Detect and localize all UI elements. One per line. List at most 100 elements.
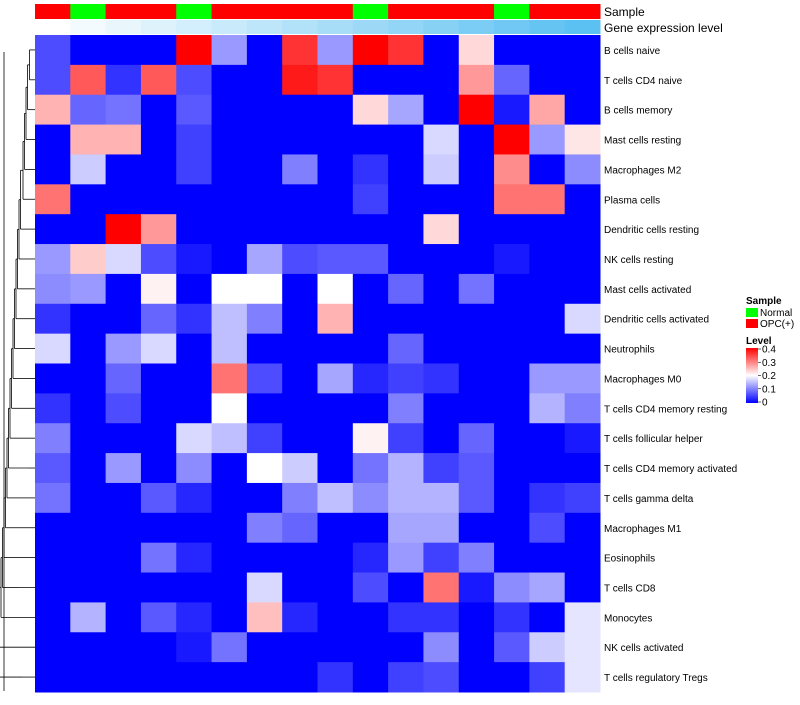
heatmap-cell bbox=[35, 333, 71, 364]
heatmap-cell bbox=[494, 662, 530, 693]
heatmap-cell bbox=[70, 632, 107, 663]
heatmap-cell bbox=[317, 393, 354, 424]
heatmap-cell bbox=[317, 154, 354, 185]
heatmap-cell bbox=[529, 154, 566, 185]
sample-track-cell bbox=[529, 4, 566, 19]
legend-level-tick-label: 0 bbox=[762, 398, 768, 409]
heatmap-cell bbox=[70, 363, 107, 394]
heatmap-cell bbox=[282, 94, 318, 126]
heatmap-cell bbox=[352, 512, 389, 544]
heatmap-cell bbox=[317, 602, 354, 633]
row-label: Dendritic cells resting bbox=[604, 225, 699, 236]
heatmap-cell bbox=[458, 662, 495, 693]
heatmap-cell bbox=[105, 363, 142, 394]
heatmap-cell bbox=[105, 94, 142, 126]
heatmap-cell bbox=[317, 94, 354, 126]
heatmap-cell bbox=[105, 154, 142, 185]
heatmap-cell bbox=[282, 542, 318, 574]
expression-track-cell bbox=[317, 20, 354, 34]
heatmap-cell bbox=[246, 35, 283, 66]
expression-track-cell bbox=[564, 20, 601, 34]
heatmap-cell bbox=[282, 393, 318, 424]
row-label: Dendritic cells activated bbox=[604, 315, 709, 326]
heatmap-cell bbox=[388, 453, 424, 484]
heatmap-cell bbox=[352, 572, 389, 603]
heatmap-cell bbox=[70, 303, 107, 335]
heatmap-cell bbox=[388, 273, 424, 305]
heatmap-cell bbox=[246, 64, 283, 96]
heatmap-cell bbox=[211, 303, 248, 335]
heatmap-cell bbox=[423, 35, 460, 66]
heatmap-cell bbox=[564, 35, 601, 66]
heatmap-cell bbox=[211, 333, 248, 364]
heatmap-cell bbox=[352, 184, 389, 215]
heatmap-cell bbox=[70, 35, 107, 66]
heatmap-cell bbox=[317, 303, 354, 335]
heatmap-cell bbox=[494, 273, 530, 305]
row-label: Mast cells activated bbox=[604, 285, 691, 296]
heatmap-cell bbox=[529, 35, 566, 66]
heatmap-cell bbox=[211, 154, 248, 185]
heatmap-cell bbox=[423, 482, 460, 514]
heatmap-cell bbox=[388, 393, 424, 424]
heatmap-cell bbox=[529, 303, 566, 335]
heatmap-cell bbox=[35, 512, 71, 544]
legend-level-tick-label: 0.1 bbox=[762, 384, 776, 395]
heatmap-cell bbox=[388, 512, 424, 544]
heatmap-cell bbox=[388, 244, 424, 275]
legend-sample-title: Sample bbox=[746, 296, 782, 307]
heatmap-cell bbox=[140, 423, 177, 454]
heatmap-cell bbox=[35, 303, 71, 335]
heatmap-cell bbox=[140, 453, 177, 484]
expression-track-cell bbox=[352, 20, 389, 34]
heatmap-cell bbox=[70, 512, 107, 544]
legend-normal-swatch bbox=[746, 308, 758, 317]
heatmap-cell bbox=[282, 602, 318, 633]
heatmap-cell bbox=[176, 393, 213, 424]
heatmap-cell bbox=[140, 273, 177, 305]
heatmap-cell bbox=[35, 453, 71, 484]
heatmap-cell bbox=[458, 363, 495, 394]
sample-track-cell bbox=[246, 4, 283, 19]
heatmap-cell bbox=[35, 602, 71, 633]
heatmap-cell bbox=[176, 184, 213, 215]
heatmap-cell bbox=[35, 363, 71, 394]
heatmap-cell bbox=[352, 124, 389, 155]
heatmap-cell bbox=[140, 64, 177, 96]
heatmap-cell bbox=[388, 333, 424, 364]
sample-track-cell bbox=[423, 4, 460, 19]
heatmap-cell bbox=[564, 482, 601, 514]
heatmap-cell bbox=[176, 244, 213, 275]
row-label: T cells CD4 memory activated bbox=[604, 464, 737, 475]
heatmap-cell bbox=[494, 542, 530, 574]
heatmap-cell bbox=[529, 482, 566, 514]
heatmap-cell bbox=[246, 602, 283, 633]
heatmap-cell bbox=[564, 363, 601, 394]
heatmap-cell bbox=[282, 244, 318, 275]
row-label: Mast cells resting bbox=[604, 136, 681, 147]
heatmap-cell bbox=[564, 64, 601, 96]
heatmap-cell bbox=[529, 512, 566, 544]
legend-opc-label: OPC(+) bbox=[760, 319, 794, 330]
heatmap-cell bbox=[388, 632, 424, 663]
heatmap-cell bbox=[140, 393, 177, 424]
heatmap-cell bbox=[317, 273, 354, 305]
heatmap-cell bbox=[211, 662, 248, 693]
heatmap-cell bbox=[388, 542, 424, 574]
heatmap-cell bbox=[105, 244, 142, 275]
heatmap-cell bbox=[246, 94, 283, 126]
heatmap-cell bbox=[282, 632, 318, 663]
heatmap-cell bbox=[317, 482, 354, 514]
heatmap-cell bbox=[494, 632, 530, 663]
heatmap-cell bbox=[35, 393, 71, 424]
heatmap-cell bbox=[317, 64, 354, 96]
heatmap-cell bbox=[564, 94, 601, 126]
heatmap-cell bbox=[494, 602, 530, 633]
heatmap-cell bbox=[458, 602, 495, 633]
heatmap-cell bbox=[246, 423, 283, 454]
heatmap-cell bbox=[246, 184, 283, 215]
heatmap-cell bbox=[140, 632, 177, 663]
heatmap-cell bbox=[352, 662, 389, 693]
heatmap-cells bbox=[35, 35, 601, 693]
expression-track-cell bbox=[458, 20, 495, 34]
